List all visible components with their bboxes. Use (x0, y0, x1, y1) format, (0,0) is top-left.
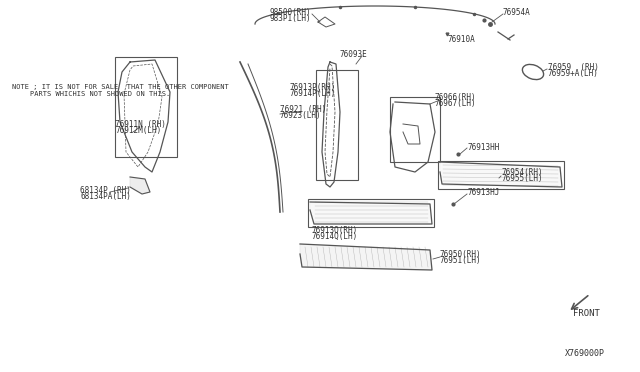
Text: X769000P: X769000P (565, 350, 605, 359)
Text: NOTE ; IT IS NOT FOR SALE  THAT THE OTHER COMPONENT: NOTE ; IT IS NOT FOR SALE THAT THE OTHER… (12, 84, 228, 90)
Text: 76913HJ: 76913HJ (468, 187, 500, 196)
Text: 76910A: 76910A (448, 35, 476, 44)
Text: 76959  (RH): 76959 (RH) (548, 62, 599, 71)
Text: 68134P (RH): 68134P (RH) (80, 186, 131, 195)
Text: 98500(RH): 98500(RH) (270, 7, 312, 16)
Text: 76914P(LH): 76914P(LH) (290, 89, 336, 97)
Text: 983P1(LH): 983P1(LH) (270, 13, 312, 22)
Polygon shape (310, 202, 432, 224)
Text: 76913HH: 76913HH (468, 142, 500, 151)
Text: 76951(LH): 76951(LH) (440, 256, 482, 264)
Text: 76914Q(LH): 76914Q(LH) (312, 231, 358, 241)
Text: 76954(RH): 76954(RH) (502, 167, 543, 176)
Text: PARTS WHICHIS NOT SHOWED ON THIS.: PARTS WHICHIS NOT SHOWED ON THIS. (30, 91, 170, 97)
Text: 76923(LH): 76923(LH) (280, 110, 322, 119)
Polygon shape (300, 244, 432, 270)
Text: 76921 (RH): 76921 (RH) (280, 105, 326, 113)
Text: 76912M(LH): 76912M(LH) (115, 125, 161, 135)
Text: 76913Q(RH): 76913Q(RH) (312, 225, 358, 234)
Text: 76966(RH): 76966(RH) (435, 93, 477, 102)
Text: 68134PA(LH): 68134PA(LH) (80, 192, 131, 201)
Text: 76955(LH): 76955(LH) (502, 173, 543, 183)
Text: 76093E: 76093E (340, 49, 368, 58)
Text: 76950(RH): 76950(RH) (440, 250, 482, 259)
Polygon shape (440, 162, 562, 187)
Text: 76959+A(LH): 76959+A(LH) (548, 68, 599, 77)
Text: FRONT: FRONT (573, 310, 600, 318)
Text: 76954A: 76954A (503, 7, 531, 16)
Text: 76913P(RH): 76913P(RH) (290, 83, 336, 92)
Text: 76911N (RH): 76911N (RH) (115, 119, 166, 128)
Text: 76967(LH): 76967(LH) (435, 99, 477, 108)
Polygon shape (130, 177, 150, 194)
